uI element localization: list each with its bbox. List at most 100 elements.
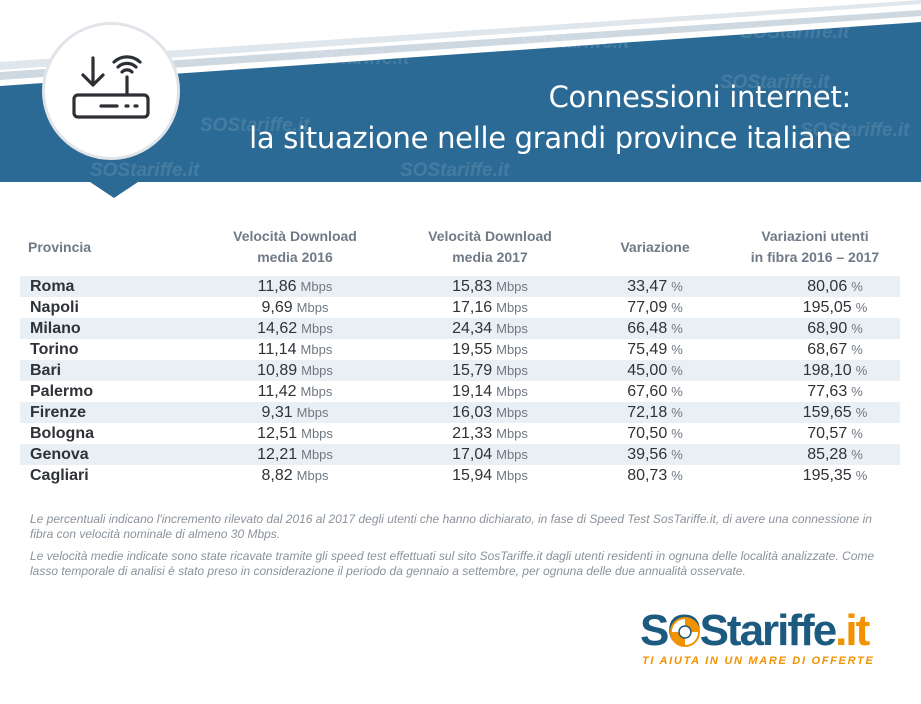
- logo-slogan: TI AIUTA IN UN MARE DI OFFERTE: [642, 655, 875, 667]
- variazione-cell-unit: %: [671, 405, 683, 420]
- header-banner: SOStariffe.it SOStariffe.it SOStariffe.i…: [0, 0, 921, 200]
- download-2016-cell-unit: Mbps: [301, 321, 333, 336]
- download-2016-cell: 9,31 Mbps: [225, 402, 365, 423]
- fibra-cell-value: 159,65: [802, 404, 852, 421]
- column-header-variazione: Variazione: [595, 222, 715, 272]
- download-2017-cell: 15,94 Mbps: [420, 465, 560, 486]
- download-2017-cell: 17,16 Mbps: [420, 297, 560, 318]
- fibra-cell-unit: %: [851, 384, 863, 399]
- fibra-cell: 195,05%: [770, 297, 900, 318]
- download-2017-cell-value: 17,16: [452, 299, 493, 316]
- watermark-text: SOStariffe.it: [400, 160, 510, 181]
- table-row: Cagliari 8,82 Mbps 15,94 Mbps 80,73% 195,35%: [20, 465, 900, 486]
- watermark-text: SOStariffe.it: [720, 72, 830, 93]
- watermark-text: SOStariffe.it: [90, 160, 200, 181]
- column-header-download-2016: Velocità Download media 2016: [208, 222, 382, 272]
- watermark-text: SOStariffe.it: [740, 22, 850, 43]
- fibra-cell: 198,10%: [770, 360, 900, 381]
- download-2017-cell-unit: Mbps: [496, 363, 528, 378]
- column-header-label: media 2017: [452, 249, 528, 265]
- table-row: Napoli 9,69 Mbps 17,16 Mbps 77,09% 195,05%: [20, 297, 900, 318]
- watermark-text: SOStariffe.it: [300, 48, 410, 69]
- table-body: Roma 11,86 Mbps 15,83 Mbps 33,47% 80,06% Napoli…: [20, 276, 900, 486]
- variazione-cell-unit: %: [671, 342, 683, 357]
- fibra-cell: 85,28%: [770, 444, 900, 465]
- download-2017-cell-value: 19,55: [452, 341, 493, 358]
- fibra-cell: 68,90%: [770, 318, 900, 339]
- fibra-cell-value: 195,05: [802, 299, 852, 316]
- province-name: Palermo: [30, 383, 94, 400]
- download-2017-cell-unit: Mbps: [496, 426, 528, 441]
- footnote-fibra: Le percentuali indicano l'incremento ril…: [30, 512, 872, 541]
- download-2016-cell-unit: Mbps: [301, 447, 333, 462]
- column-header-fibra: Variazioni utenti in fibra 2016 – 2017: [735, 222, 895, 272]
- variazione-cell-value: 45,00: [627, 362, 668, 379]
- footnote-methodology: Le velocità medie indicate sono state ri…: [30, 549, 875, 578]
- column-header-label: media 2016: [257, 249, 333, 265]
- sostariffe-logo: SOStariffe.it TI AIUTA IN UN MARE DI OFF…: [640, 606, 900, 676]
- fibra-cell-value: 80,06: [807, 278, 848, 295]
- column-header-download-2017: Velocità Download media 2017: [403, 222, 577, 272]
- fibra-cell-value: 77,63: [807, 383, 848, 400]
- variazione-cell-unit: %: [671, 363, 683, 378]
- download-2016-cell: 12,21 Mbps: [225, 444, 365, 465]
- download-2016-cell-value: 11,42: [257, 383, 297, 400]
- variazione-cell-unit: %: [671, 300, 683, 315]
- variazione-cell: 72,18%: [600, 402, 710, 423]
- fibra-cell-unit: %: [851, 447, 863, 462]
- variazione-cell: 39,56%: [600, 444, 710, 465]
- download-2017-cell-value: 19,14: [452, 383, 493, 400]
- variazione-cell-unit: %: [671, 468, 683, 483]
- fibra-cell: 77,63%: [770, 381, 900, 402]
- column-header-label: Provincia: [28, 238, 92, 255]
- variazione-cell-unit: %: [671, 321, 683, 336]
- lifebuoy-icon: [670, 617, 700, 647]
- download-2017-cell-unit: Mbps: [496, 384, 528, 399]
- fibra-cell-unit: %: [855, 468, 868, 483]
- fibra-cell-value: 68,67: [807, 341, 848, 358]
- variazione-cell-value: 80,73: [627, 467, 668, 484]
- download-2016-cell-unit: Mbps: [296, 300, 329, 315]
- fibra-cell: 159,65%: [770, 402, 900, 423]
- variazione-cell-value: 39,56: [627, 446, 668, 463]
- download-2016-cell-unit: Mbps: [300, 279, 333, 294]
- download-2017-cell-unit: Mbps: [496, 321, 528, 336]
- download-2017-cell-value: 15,94: [452, 467, 493, 484]
- fibra-cell-unit: %: [851, 426, 863, 441]
- variazione-cell-unit: %: [671, 426, 683, 441]
- variazione-cell-unit: %: [671, 279, 683, 294]
- variazione-cell-value: 33,47: [627, 278, 668, 295]
- download-2017-cell: 21,33 Mbps: [420, 423, 560, 444]
- column-header-label: Velocità Download: [428, 228, 552, 244]
- watermark-text: SOStariffe.it: [520, 32, 630, 53]
- variazione-cell: 66,48%: [600, 318, 710, 339]
- fibra-cell-unit: %: [851, 342, 863, 357]
- download-2017-cell: 24,34 Mbps: [420, 318, 560, 339]
- province-name: Napoli: [30, 299, 79, 316]
- download-2016-cell-value: 8,82: [261, 467, 293, 484]
- variazione-cell: 70,50%: [600, 423, 710, 444]
- download-2017-cell: 15,83 Mbps: [420, 276, 560, 297]
- download-2016-cell: 8,82 Mbps: [225, 465, 365, 486]
- table-row: Torino 11,14 Mbps 19,55 Mbps 75,49% 68,67%: [20, 339, 900, 360]
- table-row: Palermo 11,42 Mbps 19,14 Mbps 67,60% 77,63%: [20, 381, 900, 402]
- column-header-label: in fibra 2016 – 2017: [750, 249, 880, 265]
- variazione-cell-value: 72,18: [627, 404, 668, 421]
- column-header-provincia: Provincia: [28, 222, 148, 272]
- page-title-line1: Connessioni internet:: [548, 80, 852, 114]
- download-2017-cell-unit: Mbps: [496, 447, 528, 462]
- table-row: Bologna 12,51 Mbps 21,33 Mbps 70,50% 70,57%: [20, 423, 900, 444]
- watermark-text: SOStariffe.it: [200, 115, 310, 136]
- download-2016-cell-unit: Mbps: [296, 468, 329, 483]
- fibra-cell-value: 68,90: [807, 320, 848, 337]
- fibra-cell-value: 70,57: [807, 425, 848, 442]
- province-name: Genova: [30, 446, 89, 463]
- download-2017-cell-unit: Mbps: [496, 468, 528, 483]
- download-2016-cell-value: 11,14: [257, 341, 297, 358]
- province-name: Milano: [30, 320, 81, 337]
- province-name: Bari: [30, 362, 62, 379]
- download-2017-cell-unit: Mbps: [496, 405, 528, 420]
- router-icon-badge: [42, 22, 180, 160]
- variazione-cell-value: 75,49: [627, 341, 668, 358]
- download-2016-cell-unit: Mbps: [301, 426, 333, 441]
